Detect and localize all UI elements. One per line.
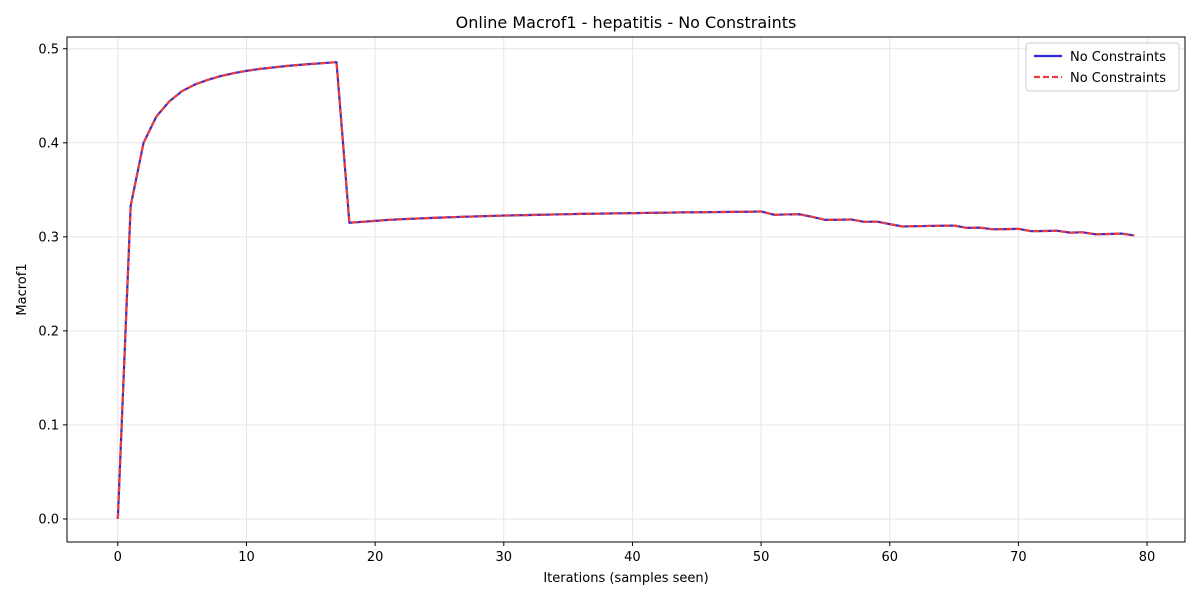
x-tick-label: 40 xyxy=(624,550,641,565)
x-tick-label: 10 xyxy=(238,550,255,565)
legend: No Constraints No Constraints xyxy=(1025,42,1180,92)
y-tick-label: 0.2 xyxy=(38,324,59,339)
y-tick-label: 0.0 xyxy=(38,512,59,527)
y-tick-label: 0.1 xyxy=(38,418,59,433)
legend-label: No Constraints xyxy=(1070,71,1166,86)
x-tick-label: 50 xyxy=(753,550,770,565)
plot-frame xyxy=(66,36,1186,543)
series-layer xyxy=(116,61,1135,520)
x-axis-ticks: 0 10 20 30 40 50 60 70 80 xyxy=(114,542,1156,565)
x-tick-label: 80 xyxy=(1139,550,1156,565)
x-tick-label: 60 xyxy=(881,550,898,565)
y-tick-label: 0.5 xyxy=(38,42,59,57)
x-axis-label: Iterations (samples seen) xyxy=(543,571,708,586)
series-line-dashed xyxy=(116,61,1135,520)
x-tick-label: 0 xyxy=(114,550,122,565)
x-tick-label: 20 xyxy=(367,550,384,565)
grid-lines xyxy=(67,37,1185,542)
y-axis-ticks: 0.0 0.1 0.2 0.3 0.4 0.5 xyxy=(38,42,67,527)
legend-box xyxy=(1025,42,1180,92)
y-tick-label: 0.3 xyxy=(38,230,59,245)
y-tick-label: 0.4 xyxy=(38,136,59,151)
x-tick-label: 30 xyxy=(496,550,513,565)
y-axis-label: Macrof1 xyxy=(15,263,30,315)
chart-title: Online Macrof1 - hepatitis - No Constrai… xyxy=(456,13,797,32)
x-tick-label: 70 xyxy=(1010,550,1027,565)
legend-label: No Constraints xyxy=(1070,50,1166,65)
